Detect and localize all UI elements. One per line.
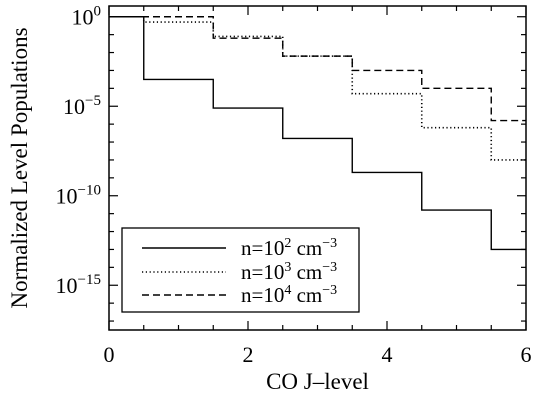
legend-label-3: n=104 cm−3 (241, 283, 337, 307)
series-line-3 (109, 16, 526, 122)
plot-area: n=102 cm−3n=103 cm−3n=104 cm−3 (108, 5, 527, 331)
y-axis-title: Normalized Level Populations (7, 27, 32, 308)
x-tick-label: 6 (521, 342, 532, 367)
y-axis-tick-labels: 100 10−5 10−10 10−15 (56, 4, 101, 299)
x-tick-label: 4 (382, 342, 393, 367)
series-layer (109, 15, 526, 251)
series-line-1 (109, 16, 526, 251)
y-tick-label: 10−5 (63, 93, 101, 119)
x-axis-title: CO J–level (266, 369, 369, 394)
legend: n=102 cm−3n=103 cm−3n=104 cm−3 (121, 227, 360, 313)
legend-label-2: n=103 cm−3 (241, 260, 337, 284)
y-tick-label: 10−15 (56, 272, 101, 298)
x-tick-label: 0 (104, 342, 115, 367)
y-tick-label: 100 (72, 4, 102, 30)
x-tick-label: 2 (243, 342, 254, 367)
x-axis-tick-labels: 0 2 4 6 (104, 342, 532, 367)
y-tick-label: 10−10 (56, 183, 101, 209)
legend-box (121, 227, 360, 313)
axis-ticks (108, 6, 527, 330)
legend-label-1: n=102 cm−3 (241, 236, 337, 260)
